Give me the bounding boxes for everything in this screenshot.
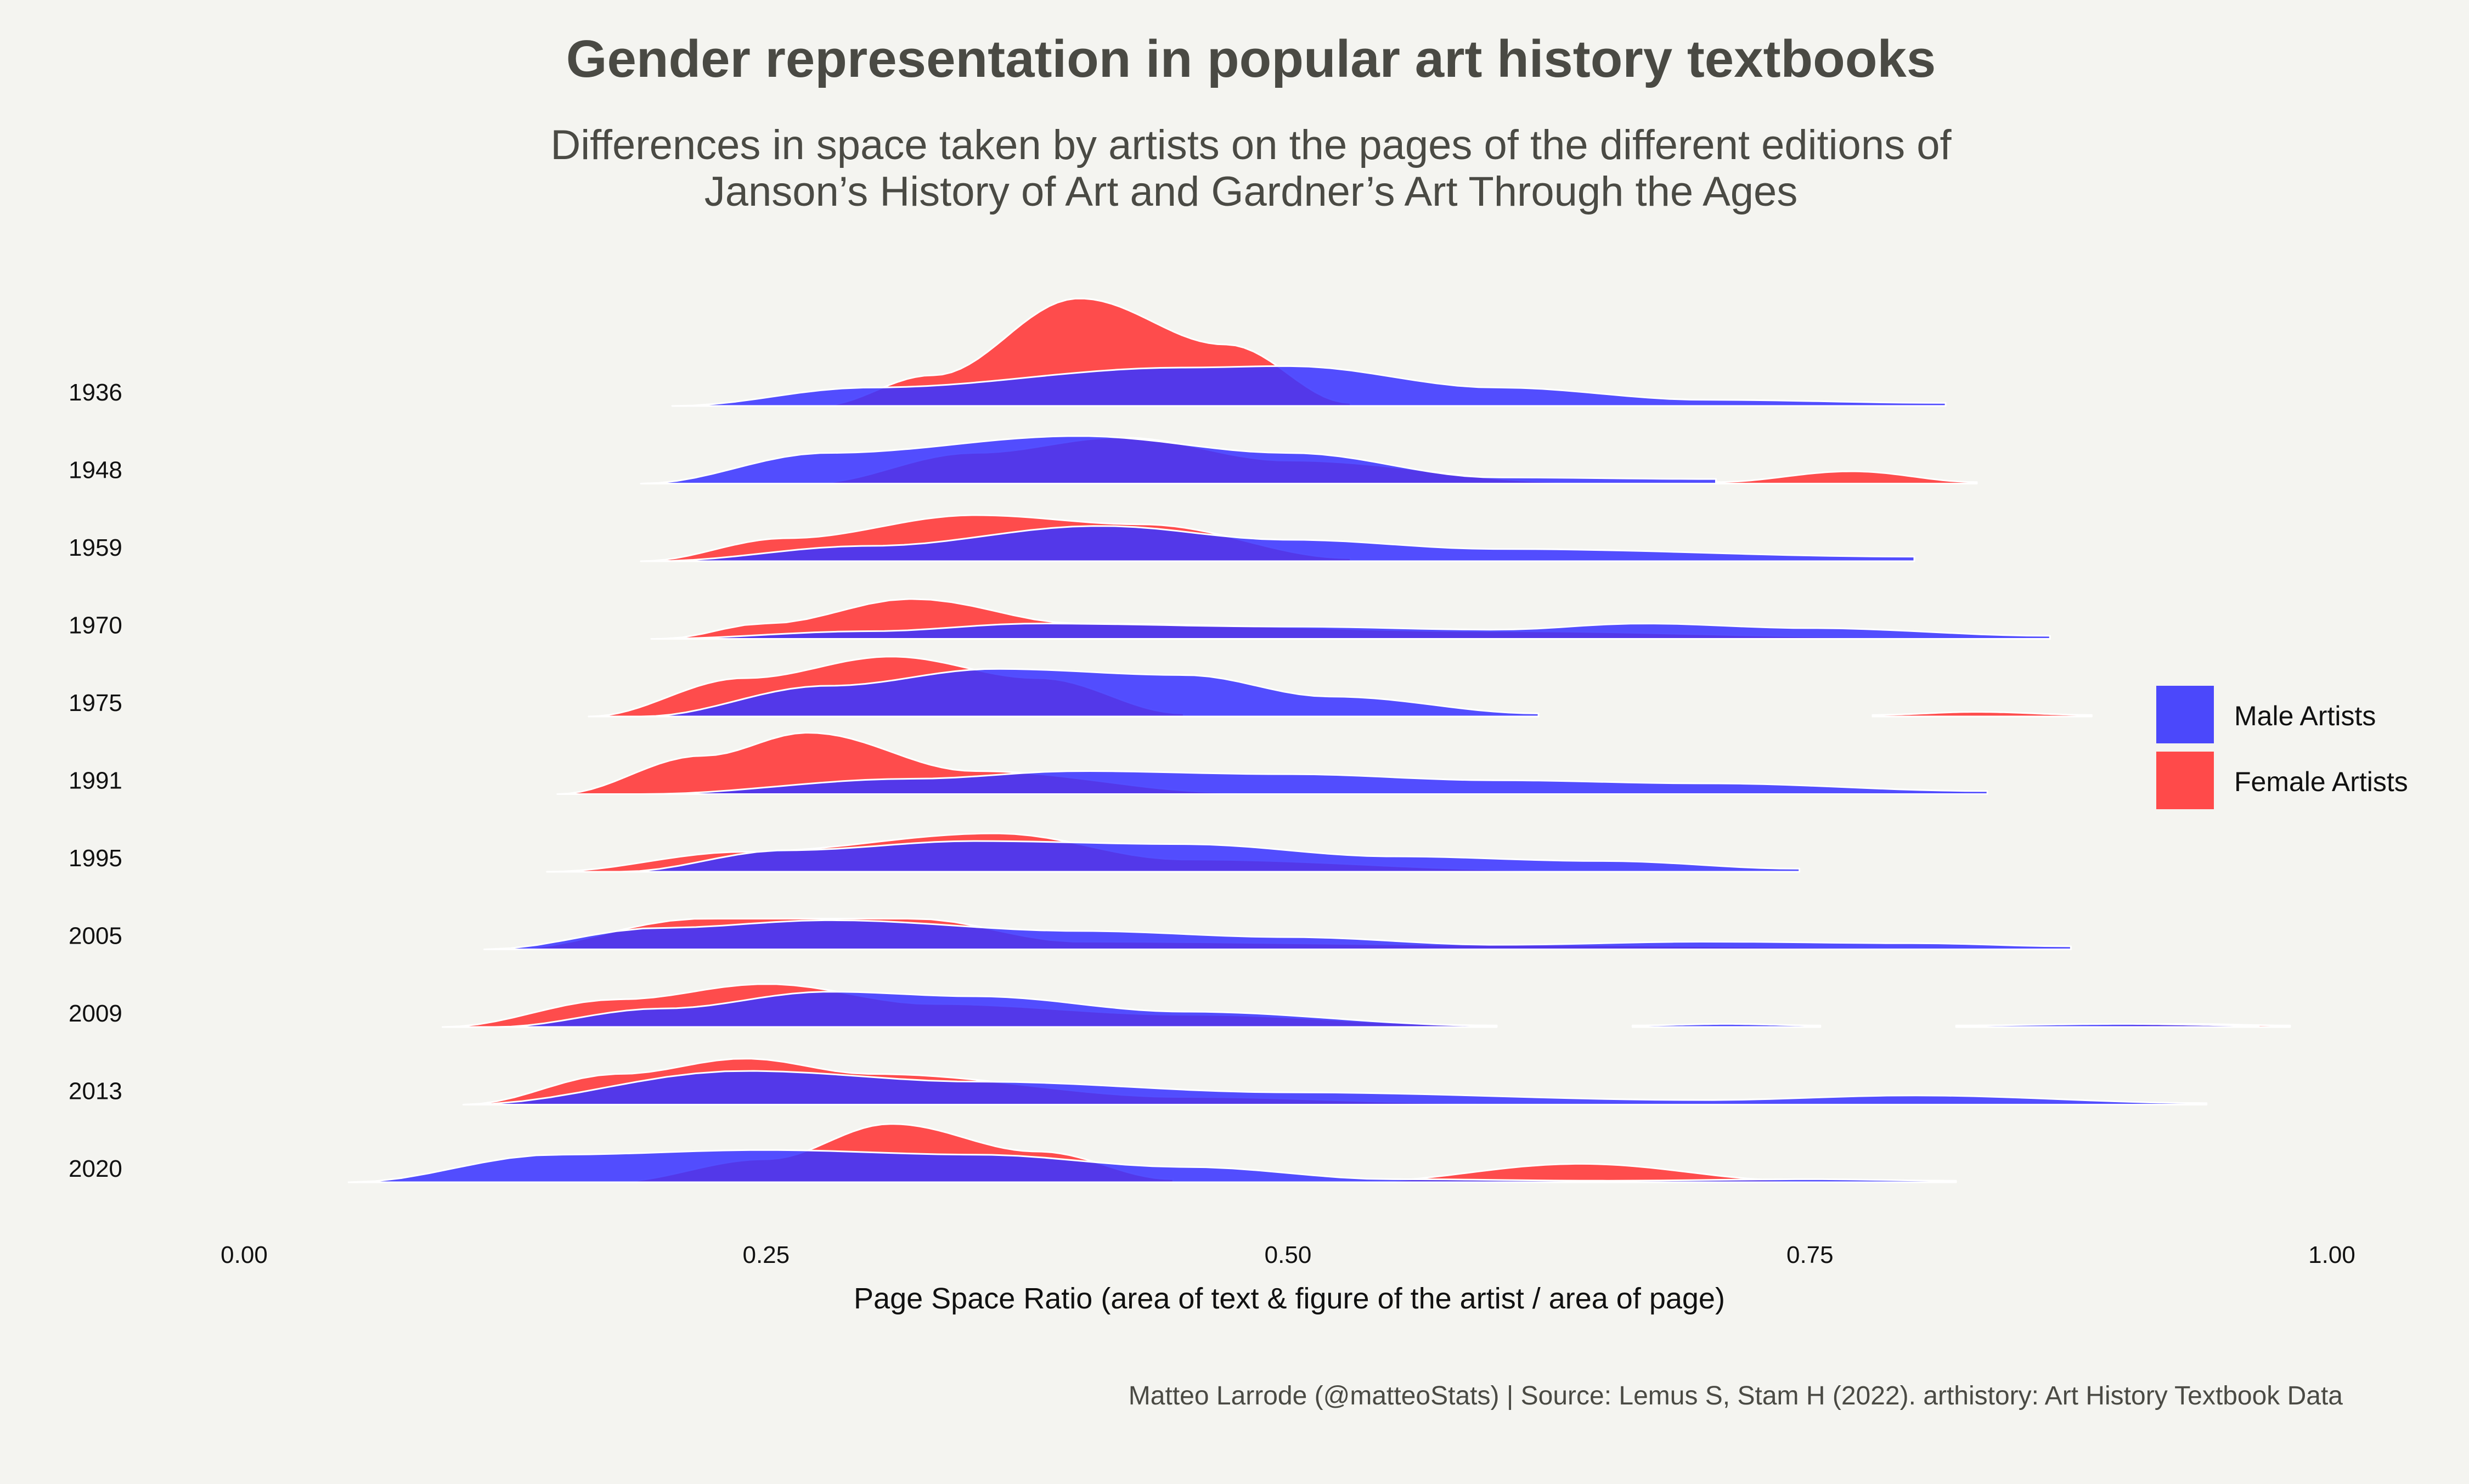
chart-title: Gender representation in popular art his…	[566, 30, 1936, 88]
density-female-artists-1975-1	[1872, 711, 2093, 718]
ridge-1948	[640, 435, 1978, 484]
year-label-2013: 2013	[69, 1078, 122, 1105]
legend-swatch-female	[2156, 752, 2214, 809]
chart-caption: Matteo Larrode (@matteoStats) | Source: …	[1129, 1381, 2343, 1410]
ridge-2005	[483, 918, 2072, 950]
density-male-artists-2005-0	[483, 919, 2072, 950]
ridges-layer	[347, 297, 2291, 1183]
ridge-1970	[650, 598, 2051, 640]
year-labels: 1936 1948 1959 1970 1975 1991 1995 2005 2009 2013…	[69, 379, 122, 1182]
density-male-artists-1970-0	[650, 623, 2051, 640]
x-axis-ticks: 0.00 0.25 0.50 0.75 1.00	[221, 1242, 2355, 1268]
chart-subtitle-line-1: Differences in space taken by artists on…	[550, 122, 1952, 168]
ridge-1975	[588, 656, 2093, 718]
density-male-artists-2020-0	[347, 1149, 1957, 1183]
density-male-artists-2009-1	[1631, 1023, 1822, 1028]
year-label-1991: 1991	[69, 768, 122, 794]
ridge-1959	[640, 514, 1915, 562]
legend-label-female: Female Artists	[2234, 766, 2408, 797]
density-male-artists-2009-0	[494, 991, 1487, 1028]
x-tick-0.25: 0.25	[742, 1242, 790, 1268]
ridge-2013	[463, 1058, 2208, 1105]
year-label-1959: 1959	[69, 534, 122, 561]
ridge-1936	[671, 297, 1947, 407]
year-label-1948: 1948	[69, 457, 122, 484]
density-male-artists-1991-0	[640, 770, 1988, 795]
chart-subtitle-line-2: Janson’s History of Art and Gardner’s Ar…	[704, 168, 1798, 215]
density-male-artists-1995-0	[619, 840, 1801, 873]
legend: Male Artists Female Artists	[2156, 686, 2408, 809]
density-male-artists-1959-0	[650, 525, 1915, 562]
legend-swatch-male	[2156, 686, 2214, 743]
density-male-artists-2009-2	[1955, 1023, 2260, 1028]
x-tick-0.75: 0.75	[1786, 1242, 1834, 1268]
year-label-1975: 1975	[69, 690, 122, 716]
density-male-artists-1948-0	[640, 435, 1717, 484]
density-male-artists-1975-0	[640, 668, 1540, 718]
year-label-1936: 1936	[69, 379, 122, 406]
density-female-artists-2020-1	[1350, 1163, 1801, 1183]
density-female-artists-1948-1	[1715, 470, 1978, 484]
ridge-2009	[442, 983, 2291, 1028]
legend-label-male: Male Artists	[2234, 701, 2376, 731]
x-tick-0.00: 0.00	[221, 1242, 268, 1268]
density-male-artists-1936-0	[671, 365, 1947, 407]
x-axis-label: Page Space Ratio (area of text & figure …	[854, 1282, 1725, 1315]
x-tick-0.50: 0.50	[1265, 1242, 1312, 1268]
year-label-1995: 1995	[69, 845, 122, 872]
ridge-1991	[556, 732, 1988, 795]
x-tick-1.00: 1.00	[2308, 1242, 2355, 1268]
year-label-1970: 1970	[69, 612, 122, 639]
year-label-2005: 2005	[69, 923, 122, 950]
ridge-2020	[347, 1123, 1957, 1183]
year-label-2009: 2009	[69, 1000, 122, 1027]
density-male-artists-2013-0	[463, 1070, 2208, 1105]
ridge-1995	[546, 832, 1801, 873]
year-label-2020: 2020	[69, 1155, 122, 1182]
